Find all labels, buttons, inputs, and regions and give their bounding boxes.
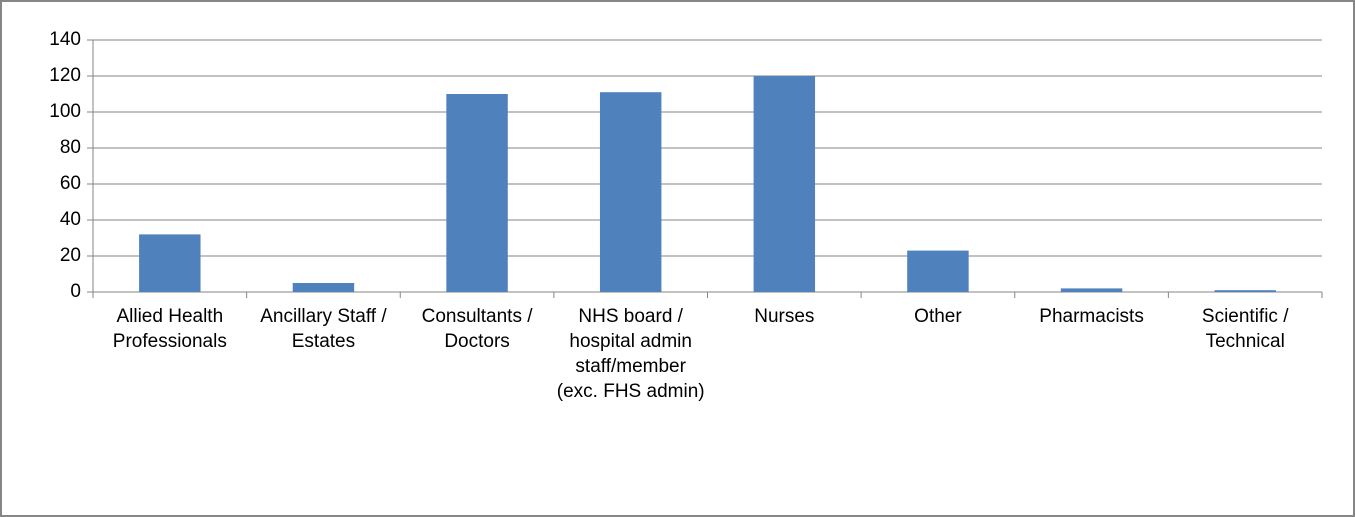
bar <box>446 94 508 292</box>
y-tick-label: 0 <box>70 281 81 302</box>
y-tick-label: 40 <box>60 209 81 230</box>
x-tick-label: NHS board / hospital admin staff/member … <box>556 306 705 402</box>
y-tick-label: 140 <box>49 29 81 50</box>
bar <box>139 234 201 292</box>
x-tick-label: Nurses <box>754 306 815 327</box>
bar <box>753 76 816 292</box>
y-tick-label: 60 <box>60 173 81 194</box>
x-tick-label: Scientific / Technical <box>1201 306 1289 352</box>
y-tick-label: 100 <box>49 101 81 122</box>
y-tick-label: 20 <box>60 245 81 266</box>
bar <box>907 250 969 292</box>
y-tick-label: 80 <box>60 137 81 158</box>
x-tick-label: Consultants / Doctors <box>421 306 533 352</box>
x-tick-label: Ancillary Staff / Estates <box>260 306 387 352</box>
bar <box>1214 290 1276 292</box>
x-tick-label: Pharmacists <box>1039 306 1144 327</box>
x-tick-label: Other <box>914 306 962 327</box>
x-tick-label: Allied Health Professionals <box>112 306 227 352</box>
y-tick-label: 120 <box>49 65 81 86</box>
bar <box>599 92 662 292</box>
bar <box>1060 288 1123 292</box>
bar <box>292 283 355 292</box>
